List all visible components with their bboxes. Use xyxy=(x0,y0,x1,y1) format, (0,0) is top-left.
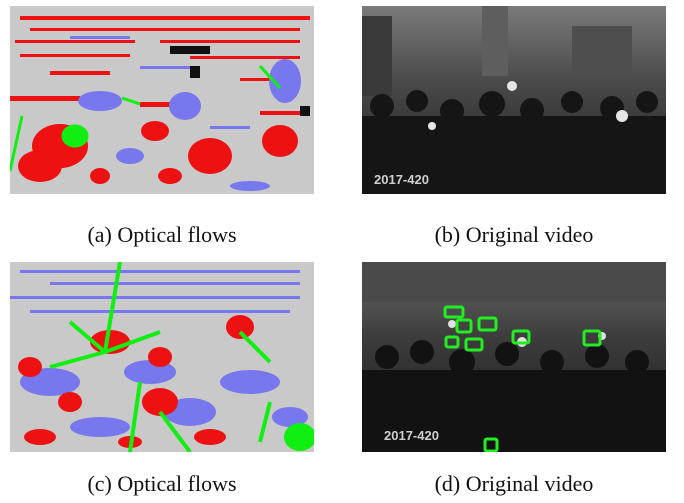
crowd-silhouettes xyxy=(362,6,666,194)
original-video-frame-d: 2017-420 xyxy=(362,262,666,452)
flow-green-vectors xyxy=(49,262,314,452)
caption-d: (d) Original video xyxy=(434,471,594,496)
flow-black-regions xyxy=(170,46,310,116)
optical-flow-image-c xyxy=(10,262,314,452)
detection-boxes xyxy=(443,305,602,452)
flow-green-regions xyxy=(10,64,282,172)
flow-blue-regions xyxy=(10,270,308,437)
caption-c: (c) Optical flows xyxy=(87,471,237,496)
optical-flow-image-a xyxy=(10,6,314,194)
video-timestamp-d: 2017-420 xyxy=(384,428,439,443)
crowd-silhouettes xyxy=(362,262,666,452)
flow-red-regions xyxy=(10,16,310,184)
flow-red-regions xyxy=(18,315,254,448)
caption-b: (b) Original video xyxy=(434,222,594,247)
caption-a: (a) Optical flows xyxy=(87,222,237,247)
video-timestamp-b: 2017-420 xyxy=(374,172,429,187)
original-video-frame-b: 2017-420 xyxy=(362,6,666,194)
flow-blue-regions xyxy=(70,36,301,191)
